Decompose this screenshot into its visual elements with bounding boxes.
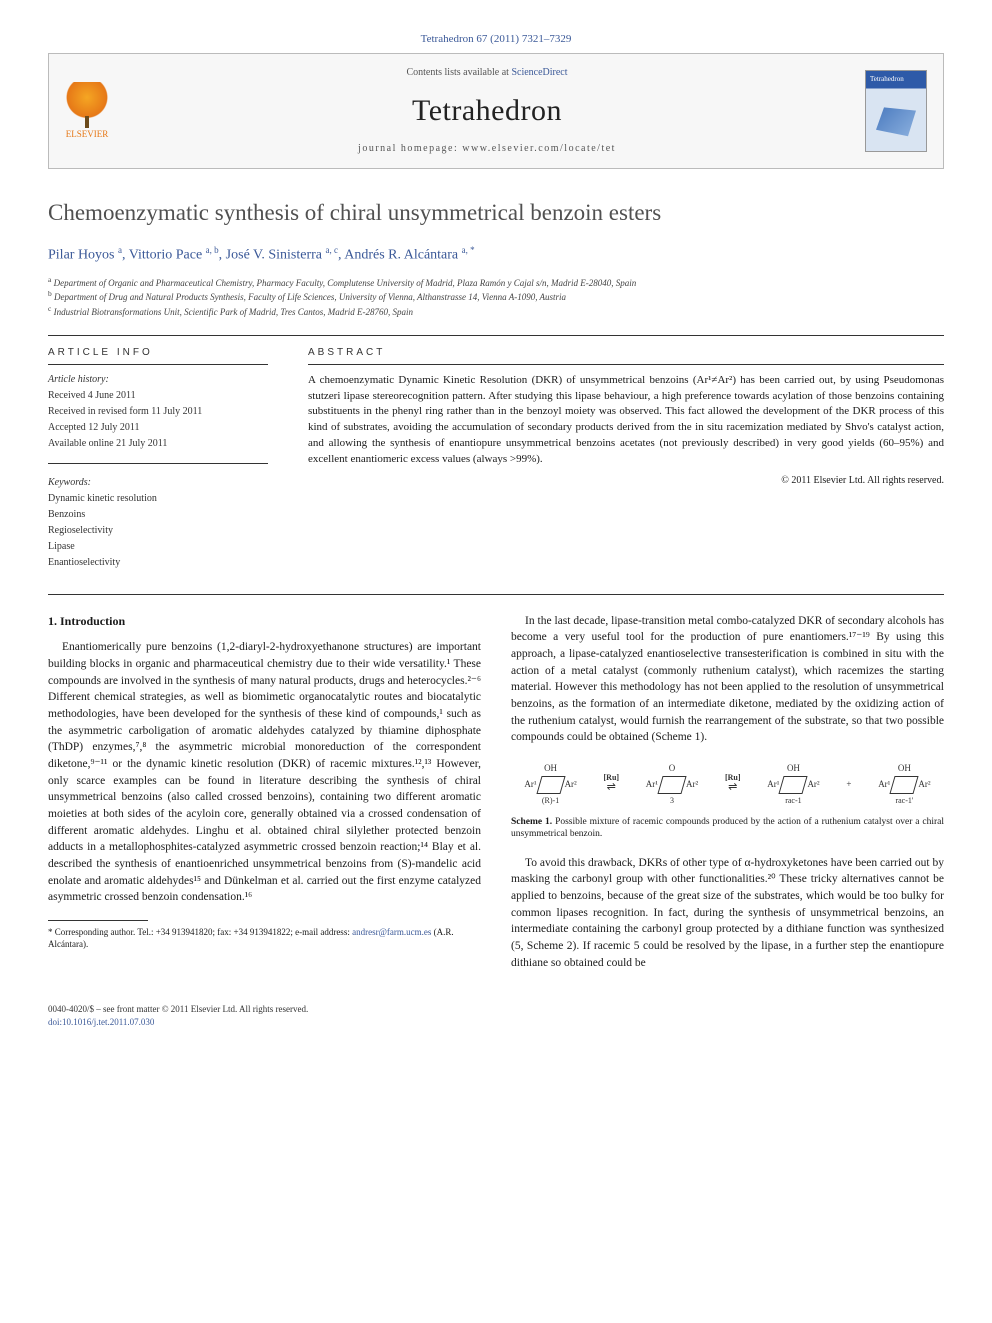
history-item: Received 4 June 2011 [48, 389, 268, 403]
affiliation-text: Department of Drug and Natural Products … [54, 292, 566, 302]
mol-label: rac-1' [895, 795, 913, 806]
mol-ar: Ar² [565, 778, 577, 791]
homepage-line: journal homepage: www.elsevier.com/locat… [109, 142, 865, 156]
citation-line: Tetrahedron 67 (2011) 7321–7329 [48, 32, 944, 47]
mol-label: 3 [670, 795, 674, 806]
history-item: Received in revised form 11 July 2011 [48, 405, 268, 419]
author-list: Pilar Hoyos a, Vittorio Pace a, b, José … [48, 244, 944, 265]
scheme-1: OH Ar¹ Ar² (R)-1 [Ru] ⇌ O [511, 756, 944, 841]
journal-cover-thumbnail: Tetrahedron [865, 70, 927, 152]
keywords-label: Keywords: [48, 476, 268, 490]
publisher-logo: ELSEVIER [65, 82, 109, 141]
affiliation-text: Industrial Biotransformations Unit, Scie… [54, 307, 413, 317]
history-label: Article history: [48, 373, 268, 387]
molecule-icon: OH Ar¹ Ar² rac-1' [878, 762, 930, 806]
publisher-name: ELSEVIER [66, 128, 109, 141]
article-info-block: ARTICLE INFO Article history: Received 4… [48, 346, 268, 572]
equilibrium-arrow-icon: [Ru] ⇌ [725, 774, 741, 793]
abstract-heading: ABSTRACT [308, 346, 944, 365]
author-email-link[interactable]: andresr@farm.ucm.es [352, 927, 431, 937]
body-paragraph: Enantiomerically pure benzoins (1,2-diar… [48, 639, 481, 906]
keyword: Benzoins [48, 508, 268, 522]
molecule-icon: O Ar¹ Ar² 3 [646, 762, 698, 806]
homepage-url[interactable]: www.elsevier.com/locate/tet [462, 143, 616, 154]
sciencedirect-link[interactable]: ScienceDirect [511, 67, 567, 78]
molecule-icon: OH Ar¹ Ar² (R)-1 [524, 762, 576, 806]
affiliation-text: Department of Organic and Pharmaceutical… [54, 278, 637, 288]
scheme-1-diagram: OH Ar¹ Ar² (R)-1 [Ru] ⇌ O [511, 756, 944, 812]
footnote-rule [48, 920, 148, 921]
mol-ar: Ar² [686, 778, 698, 791]
molecule-icon: OH Ar¹ Ar² rac-1 [767, 762, 819, 806]
affiliation: b Department of Drug and Natural Product… [48, 289, 944, 304]
left-column: 1. Introduction Enantiomerically pure be… [48, 613, 481, 982]
history-item: Available online 21 July 2011 [48, 437, 268, 451]
corresponding-author-footnote: * Corresponding author. Tel.: +34 913941… [48, 927, 481, 950]
plus-sign: + [846, 778, 851, 791]
contents-prefix: Contents lists available at [406, 67, 511, 78]
abstract-text: A chemoenzymatic Dynamic Kinetic Resolut… [308, 373, 944, 469]
abstract-block: ABSTRACT A chemoenzymatic Dynamic Kineti… [308, 346, 944, 572]
history-item: Accepted 12 July 2011 [48, 421, 268, 435]
keyword: Enantioselectivity [48, 556, 268, 570]
mol-oh: OH [544, 762, 557, 775]
elsevier-tree-icon [65, 82, 109, 126]
mol-ar: Ar¹ [878, 778, 890, 791]
mol-o: O [669, 762, 676, 775]
copyright-line: © 2011 Elsevier Ltd. All rights reserved… [308, 474, 944, 488]
affiliations: a Department of Organic and Pharmaceutic… [48, 275, 944, 319]
equilibrium-arrow-icon: [Ru] ⇌ [604, 774, 620, 793]
mol-label: rac-1 [785, 795, 801, 806]
doi-link[interactable]: doi:10.1016/j.tet.2011.07.030 [48, 1016, 308, 1029]
mol-ar: Ar² [807, 778, 819, 791]
mol-oh: OH [898, 762, 911, 775]
mol-ar: Ar¹ [767, 778, 779, 791]
front-matter-line: 0040-4020/$ – see front matter © 2011 El… [48, 1003, 308, 1016]
keyword: Lipase [48, 540, 268, 554]
article-title: Chemoenzymatic synthesis of chiral unsym… [48, 197, 944, 229]
journal-title: Tetrahedron [109, 90, 865, 132]
mol-label: (R)-1 [542, 795, 559, 806]
keyword: Regioselectivity [48, 524, 268, 538]
contents-line: Contents lists available at ScienceDirec… [109, 66, 865, 80]
footnote-text: * Corresponding author. Tel.: +34 913941… [48, 927, 352, 937]
mol-oh: OH [787, 762, 800, 775]
scheme-caption-text: Possible mixture of racemic compounds pr… [511, 817, 944, 839]
mol-ar: Ar² [918, 778, 930, 791]
page-footer: 0040-4020/$ – see front matter © 2011 El… [48, 1003, 944, 1028]
article-info-heading: ARTICLE INFO [48, 346, 268, 365]
body-paragraph: To avoid this drawback, DKRs of other ty… [511, 855, 944, 972]
mol-ar: Ar¹ [524, 778, 536, 791]
right-column: In the last decade, lipase-transition me… [511, 613, 944, 982]
affiliation: c Industrial Biotransformations Unit, Sc… [48, 304, 944, 319]
scheme-caption: Scheme 1. Possible mixture of racemic co… [511, 816, 944, 841]
cover-art-icon [876, 107, 916, 139]
cover-label: Tetrahedron [870, 75, 904, 85]
body-paragraph: In the last decade, lipase-transition me… [511, 613, 944, 746]
section-heading: 1. Introduction [48, 613, 481, 630]
journal-header: ELSEVIER Contents lists available at Sci… [48, 53, 944, 169]
homepage-prefix: journal homepage: [358, 143, 462, 154]
keyword: Dynamic kinetic resolution [48, 492, 268, 506]
affiliation: a Department of Organic and Pharmaceutic… [48, 275, 944, 290]
mol-ar: Ar¹ [646, 778, 658, 791]
